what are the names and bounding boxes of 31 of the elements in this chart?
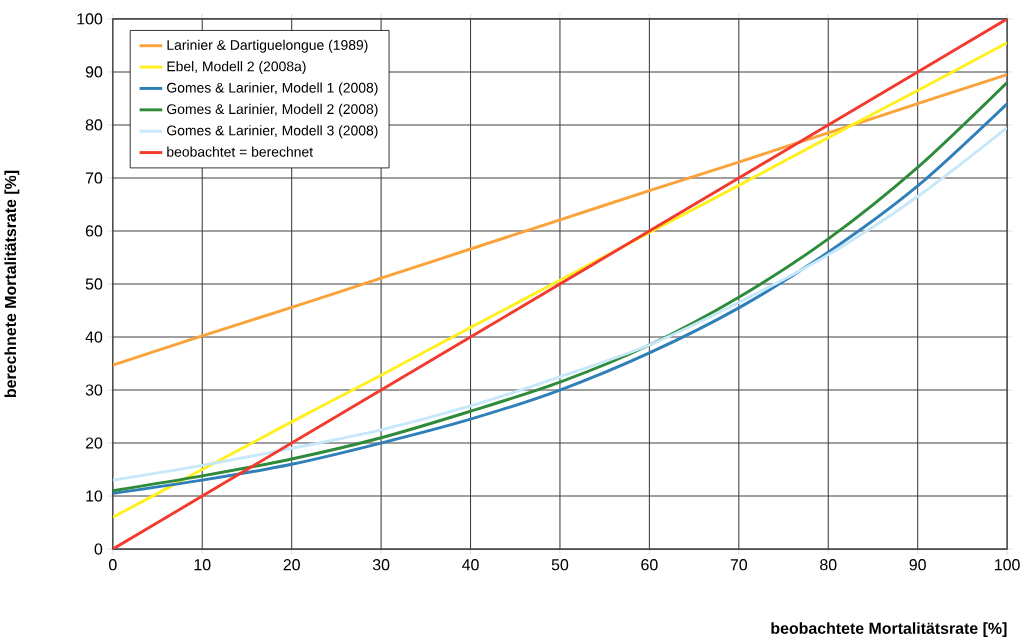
x-tick-label: 30 (372, 559, 390, 571)
x-tick-label: 70 (730, 559, 748, 571)
x-tick-label: 40 (462, 559, 479, 571)
y-tick-label: 70 (85, 172, 103, 184)
y-tick-label: 90 (85, 66, 103, 78)
y-tick-label: 20 (85, 437, 103, 449)
y-tick-label: 0 (94, 543, 103, 555)
x-tick-label: 60 (641, 559, 658, 571)
x-tick-label: 100 (995, 559, 1020, 571)
legend-label: Larinier & Dartiguelongue (1989) (167, 39, 368, 53)
y-tick-label: 10 (86, 490, 103, 502)
x-tick-label: 0 (109, 559, 117, 571)
y-tick-label: 30 (85, 384, 103, 396)
x-tick-label: 50 (551, 559, 569, 571)
x-tick-label: 90 (909, 559, 926, 571)
y-tick-label: 100 (77, 13, 103, 25)
legend-label: Gomes & Larinier, Modell 3 (2008) (167, 125, 378, 139)
y-tick-label: 40 (85, 331, 103, 343)
y-axis-title: berechnete Mortalitätsrate [%] (4, 171, 20, 398)
x-tick-label: 20 (283, 559, 300, 571)
legend-label: Gomes & Larinier, Modell 1 (2008) (167, 82, 378, 96)
y-tick-label: 50 (85, 278, 103, 290)
legend-label: beobachtet = berechnet (167, 146, 313, 158)
legend-label: Gomes & Larinier, Modell 2 (2008) (167, 104, 378, 118)
x-tick-label: 10 (194, 559, 211, 571)
legend-label: Ebel, Modell 2 (2008a) (167, 61, 306, 75)
y-tick-label: 80 (85, 119, 103, 131)
y-tick-label: 60 (85, 225, 103, 237)
line-series (112, 73, 1008, 367)
x-axis-title: beobachtete Mortalitätsrate [%] (771, 622, 1007, 638)
x-tick-label: 80 (820, 559, 837, 571)
